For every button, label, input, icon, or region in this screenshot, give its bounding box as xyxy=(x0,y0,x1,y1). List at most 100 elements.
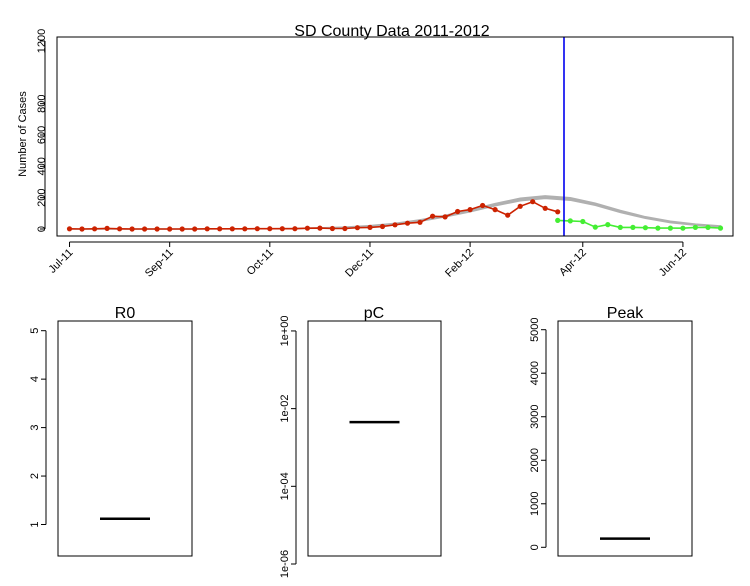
series-point xyxy=(642,225,649,231)
series-point xyxy=(66,226,73,232)
series-point xyxy=(254,226,260,232)
series-point xyxy=(154,226,160,232)
series-point xyxy=(317,225,323,231)
series-point xyxy=(492,207,498,213)
y-tick-label: 2 xyxy=(29,473,41,479)
series-point xyxy=(505,212,511,218)
series-point xyxy=(267,226,273,232)
y-tick-label: 2000 xyxy=(529,448,541,472)
series-point xyxy=(192,226,198,232)
y-tick-label: 400 xyxy=(36,157,48,175)
series-line xyxy=(69,200,558,230)
series-point xyxy=(242,226,248,232)
y-tick-label: 800 xyxy=(36,95,48,113)
series-point xyxy=(142,226,148,232)
y-tick-label: 0 xyxy=(529,544,541,550)
y-tick-label: 1 xyxy=(29,521,41,527)
r0-plot-frame xyxy=(57,320,193,557)
series-point xyxy=(542,205,548,211)
series-point xyxy=(480,202,486,209)
y-tick-label: 4 xyxy=(29,376,41,382)
r0-y-axis: 1 2 3 4 5 xyxy=(29,328,47,528)
series-point xyxy=(229,226,235,232)
series-point xyxy=(567,218,573,224)
y-tick-label: 1000 xyxy=(529,492,541,516)
y-tick-label: 1e-04 xyxy=(279,472,291,500)
series-point xyxy=(92,226,98,232)
series-point xyxy=(680,225,686,231)
y-tick-label: 4000 xyxy=(529,361,541,385)
y-tick-label: 3 xyxy=(29,425,41,431)
pc-title: pC xyxy=(364,305,384,322)
pc-panel: pC 1e-06 1e-04 1e-02 1e+00 xyxy=(279,305,442,578)
series-point xyxy=(455,208,461,215)
series-point xyxy=(204,226,210,232)
peak-panel: Peak 0 1000 2000 3000 4000 5000 xyxy=(529,305,693,557)
x-tick-label: Sep-11 xyxy=(143,247,176,280)
y-tick-label: 600 xyxy=(36,126,48,144)
series-point xyxy=(442,214,448,220)
series-point xyxy=(555,217,561,223)
series-point xyxy=(167,226,173,232)
r0-panel: R0 1 2 3 4 5 xyxy=(29,305,193,557)
data-series xyxy=(66,199,724,232)
y-tick-label: 1e-02 xyxy=(279,395,291,423)
pc-plot-frame xyxy=(307,320,442,557)
series-point xyxy=(580,218,586,225)
pc-y-axis: 1e-06 1e-04 1e-02 1e+00 xyxy=(279,315,297,578)
series-point xyxy=(717,225,724,231)
series-point xyxy=(655,225,661,231)
series-point xyxy=(705,224,711,230)
series-point xyxy=(417,219,423,225)
series-point xyxy=(329,225,335,232)
series-point xyxy=(129,226,135,232)
series-point xyxy=(430,213,436,219)
timeseries-panel: SD County Data 2011-2012 Number of Cases… xyxy=(17,23,734,280)
y-tick-label: 5 xyxy=(29,328,41,334)
series-point xyxy=(304,225,310,231)
series-point xyxy=(104,225,110,231)
timeseries-ylabel: Number of Cases xyxy=(17,91,29,177)
series-point xyxy=(692,224,699,230)
series-point xyxy=(117,226,123,232)
x-tick-label: Apr-12 xyxy=(557,247,589,279)
series-point xyxy=(342,225,348,232)
x-tick-label: Jun-12 xyxy=(657,247,689,279)
y-tick-label: 1200 xyxy=(36,29,48,53)
timeseries-plot-frame xyxy=(56,36,734,237)
series-point xyxy=(630,224,636,230)
timeseries-y-axis: 0 200 400 600 800 1200 xyxy=(36,29,48,232)
series-point xyxy=(592,224,598,230)
y-tick-label: 3000 xyxy=(529,404,541,428)
x-tick-label: Feb-12 xyxy=(443,247,476,280)
y-tick-label: 1e+00 xyxy=(279,315,291,346)
series-point xyxy=(379,223,386,230)
y-tick-label: 0 xyxy=(36,226,48,232)
series-point xyxy=(354,225,360,231)
series-point xyxy=(292,226,298,232)
peak-y-axis: 0 1000 2000 3000 4000 5000 xyxy=(529,317,547,550)
series-point xyxy=(555,209,561,215)
timeseries-title: SD County Data 2011-2012 xyxy=(294,23,489,40)
peak-title: Peak xyxy=(607,305,644,322)
r0-title: R0 xyxy=(115,305,136,322)
x-tick-label: Dec-11 xyxy=(343,247,376,280)
series-point xyxy=(392,222,398,228)
y-tick-label: 200 xyxy=(36,189,48,207)
series-point xyxy=(217,226,223,232)
series-point xyxy=(367,224,373,230)
peak-plot-frame xyxy=(557,320,693,557)
series-point xyxy=(404,220,411,226)
series-point xyxy=(667,225,674,231)
series-point xyxy=(517,203,523,209)
series-point xyxy=(605,222,611,228)
timeseries-x-axis: Jul-11 Sep-11 Oct-11 Dec-11 Feb-12 Apr-12 Jun-… xyxy=(47,241,689,280)
series-point xyxy=(530,199,536,205)
x-tick-label: Jul-11 xyxy=(47,247,76,276)
series-point xyxy=(79,226,85,232)
series-point xyxy=(279,226,285,232)
y-tick-label: 5000 xyxy=(529,317,541,341)
series-point xyxy=(617,224,623,230)
series-point xyxy=(467,207,473,213)
